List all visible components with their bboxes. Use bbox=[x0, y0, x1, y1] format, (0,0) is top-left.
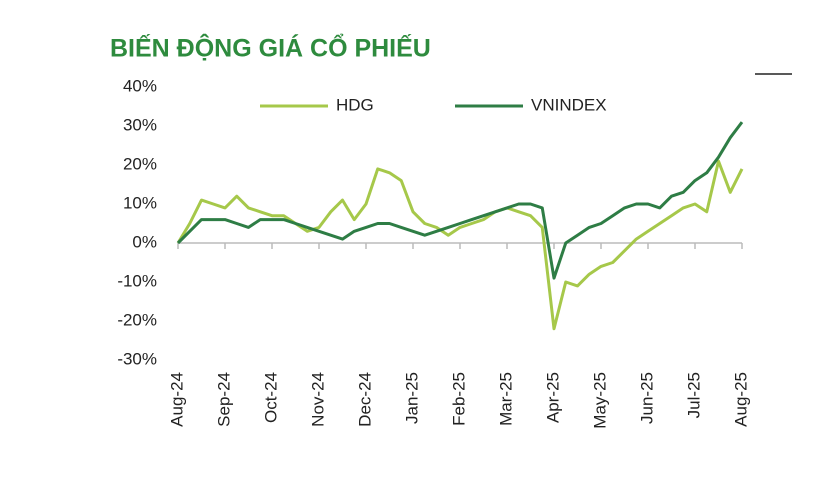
series-line bbox=[176, 159, 744, 331]
x-tick-label: Dec-24 bbox=[355, 372, 374, 427]
x-tick-label: Nov-24 bbox=[308, 372, 327, 427]
x-tick-label: Sep-24 bbox=[214, 372, 233, 427]
y-tick-label: 20% bbox=[123, 154, 157, 173]
x-tick-label: Apr-25 bbox=[543, 372, 562, 423]
y-tick-label: -10% bbox=[117, 271, 157, 290]
x-tick-label: Feb-25 bbox=[449, 372, 468, 426]
x-tick-label: Aug-24 bbox=[167, 372, 186, 427]
chart-title: BIẾN ĐỘNG GIÁ CỔ PHIẾU bbox=[110, 33, 431, 63]
y-tick-label: 10% bbox=[123, 193, 157, 212]
x-tick-label: Aug-25 bbox=[731, 372, 750, 427]
legend-label: VNINDEX bbox=[531, 95, 607, 114]
y-tick-label: -30% bbox=[117, 349, 157, 368]
x-tick-label: May-25 bbox=[590, 372, 609, 429]
x-tick-label: Jan-25 bbox=[402, 372, 421, 424]
y-tick-label: 40% bbox=[123, 76, 157, 95]
x-tick-label: Jun-25 bbox=[637, 372, 656, 424]
y-tick-label: 30% bbox=[123, 115, 157, 134]
x-tick-label: Jul-25 bbox=[684, 372, 703, 418]
x-tick-label: Mar-25 bbox=[496, 372, 515, 426]
legend-label: HDG bbox=[336, 95, 374, 114]
y-tick-label: -20% bbox=[117, 310, 157, 329]
y-tick-label: 0% bbox=[132, 232, 157, 251]
x-tick-label: Oct-24 bbox=[261, 372, 280, 423]
series-line bbox=[176, 121, 744, 280]
